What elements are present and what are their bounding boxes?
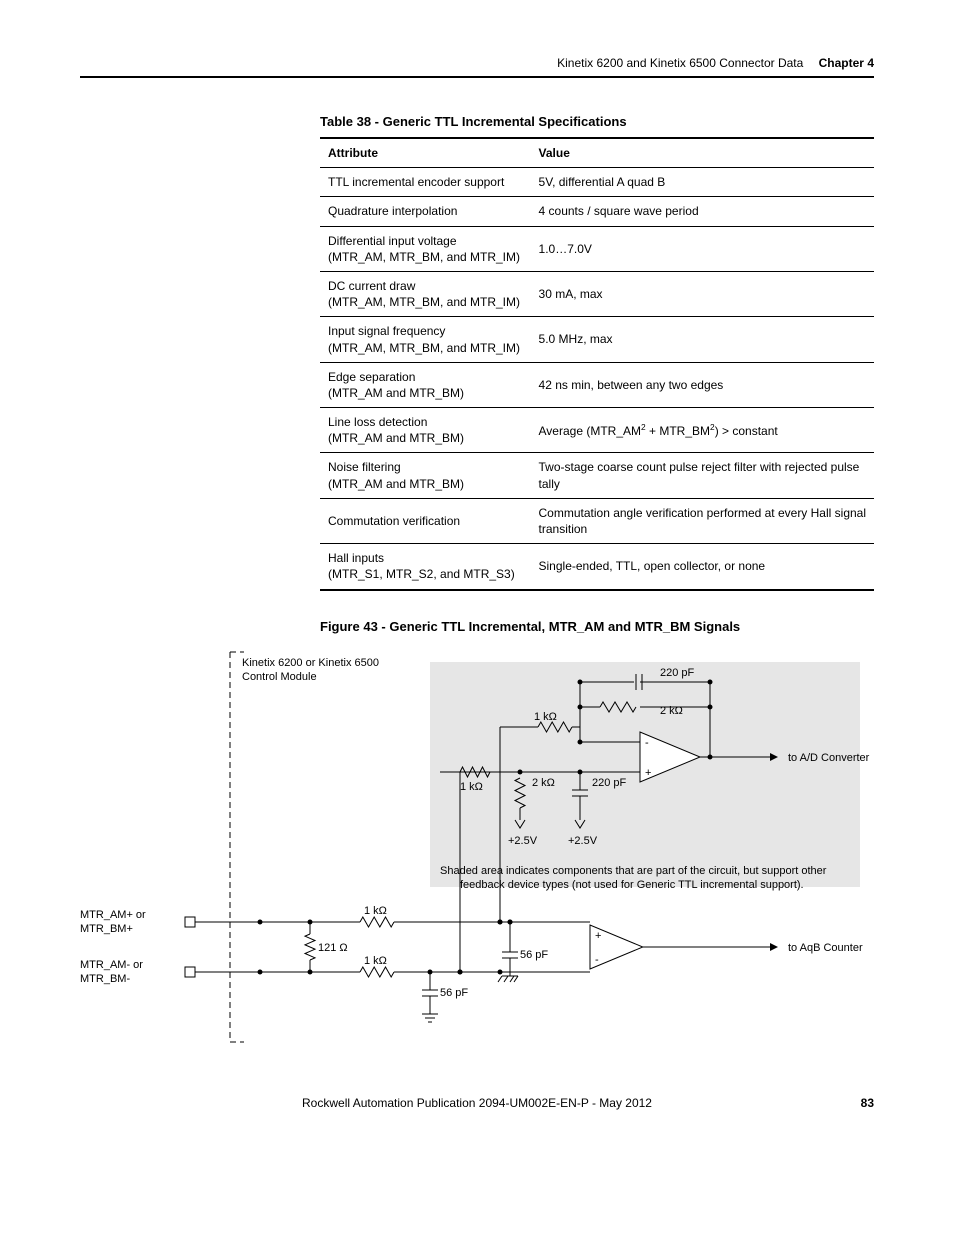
svg-text:-: - [595,954,599,966]
svg-text:1 kΩ: 1 kΩ [534,711,557,723]
table-row: TTL incremental encoder support5V, diffe… [320,168,874,197]
cell-value: 42 ns min, between any two edges [531,362,874,407]
svg-text:1 kΩ: 1 kΩ [364,905,387,917]
svg-text:to A/D Converter: to A/D Converter [788,752,870,764]
svg-text:56 pF: 56 pF [520,949,548,961]
table-row: Hall inputs(MTR_S1, MTR_S2, and MTR_S3)S… [320,544,874,590]
cell-value: 1.0…7.0V [531,226,874,271]
cell-attr: DC current draw(MTR_AM, MTR_BM, and MTR_… [320,271,531,316]
table-caption: Table 38 - Generic TTL Incremental Speci… [320,114,874,129]
cell-attr: Differential input voltage(MTR_AM, MTR_B… [320,226,531,271]
svg-text:1 kΩ: 1 kΩ [460,781,483,793]
col-attr: Attribute [320,138,531,168]
cell-value: Two-stage coarse count pulse reject filt… [531,453,874,498]
spec-table: Attribute Value TTL incremental encoder … [320,137,874,591]
svg-text:to AqB Counter: to AqB Counter [788,942,863,954]
header-chapter: Chapter 4 [819,56,874,70]
svg-text:Shaded area indicates componen: Shaded area indicates components that ar… [440,865,827,877]
page-header: Kinetix 6200 and Kinetix 6500 Connector … [80,56,874,76]
cell-attr: TTL incremental encoder support [320,168,531,197]
svg-text:MTR_AM- or: MTR_AM- or [80,959,143,971]
cell-value: 5.0 MHz, max [531,317,874,362]
cell-attr: Edge separation(MTR_AM and MTR_BM) [320,362,531,407]
cell-value: Commutation angle verification performed… [531,498,874,543]
svg-text:MTR_BM-: MTR_BM- [80,973,130,985]
svg-text:+: + [595,930,601,942]
svg-text:Kinetix 6200 or Kinetix 6500: Kinetix 6200 or Kinetix 6500 [242,657,379,669]
svg-text:MTR_AM+ or: MTR_AM+ or [80,909,146,921]
table-row: Edge separation(MTR_AM and MTR_BM)42 ns … [320,362,874,407]
svg-text:2 kΩ: 2 kΩ [532,777,555,789]
cell-value: 30 mA, max [531,271,874,316]
svg-text:56 pF: 56 pF [440,987,468,999]
svg-text:+2.5V: +2.5V [568,835,598,847]
table-row: Noise filtering(MTR_AM and MTR_BM)Two-st… [320,453,874,498]
figure-caption: Figure 43 - Generic TTL Incremental, MTR… [320,619,874,634]
table-row: DC current draw(MTR_AM, MTR_BM, and MTR_… [320,271,874,316]
cell-attr: Noise filtering(MTR_AM and MTR_BM) [320,453,531,498]
table-row: Differential input voltage(MTR_AM, MTR_B… [320,226,874,271]
footer-page: 83 [861,1096,874,1110]
svg-text:2 kΩ: 2 kΩ [660,705,683,717]
table-row: Commutation verificationCommutation angl… [320,498,874,543]
cell-attr: Commutation verification [320,498,531,543]
svg-text:220 pF: 220 pF [592,777,627,789]
svg-text:+: + [645,767,651,779]
table-row: Quadrature interpolation4 counts / squar… [320,197,874,226]
cell-value: 4 counts / square wave period [531,197,874,226]
svg-text:feedback device types (not use: feedback device types (not used for Gene… [460,879,804,891]
svg-text:121 Ω: 121 Ω [318,942,348,954]
table-row: Input signal frequency(MTR_AM, MTR_BM, a… [320,317,874,362]
table-row: Line loss detection(MTR_AM and MTR_BM)Av… [320,408,874,453]
svg-text:220 pF: 220 pF [660,667,695,679]
cell-value: Average (MTR_AM2 + MTR_BM2) > constant [531,408,874,453]
figure-diagram: Kinetix 6200 or Kinetix 6500 Control Modu… [80,642,870,1062]
svg-text:-: - [645,737,649,749]
cell-value: Single-ended, TTL, open collector, or no… [531,544,874,590]
svg-text:1 kΩ: 1 kΩ [364,955,387,967]
header-title: Kinetix 6200 and Kinetix 6500 Connector … [557,56,803,70]
cell-attr: Line loss detection(MTR_AM and MTR_BM) [320,408,531,453]
svg-text:Control Module: Control Module [242,671,317,683]
svg-text:MTR_BM+: MTR_BM+ [80,923,133,935]
cell-attr: Input signal frequency(MTR_AM, MTR_BM, a… [320,317,531,362]
cell-attr: Hall inputs(MTR_S1, MTR_S2, and MTR_S3) [320,544,531,590]
footer-publication: Rockwell Automation Publication 2094-UM0… [80,1096,874,1110]
col-value: Value [531,138,874,168]
cell-attr: Quadrature interpolation [320,197,531,226]
svg-text:+2.5V: +2.5V [508,835,538,847]
cell-value: 5V, differential A quad B [531,168,874,197]
